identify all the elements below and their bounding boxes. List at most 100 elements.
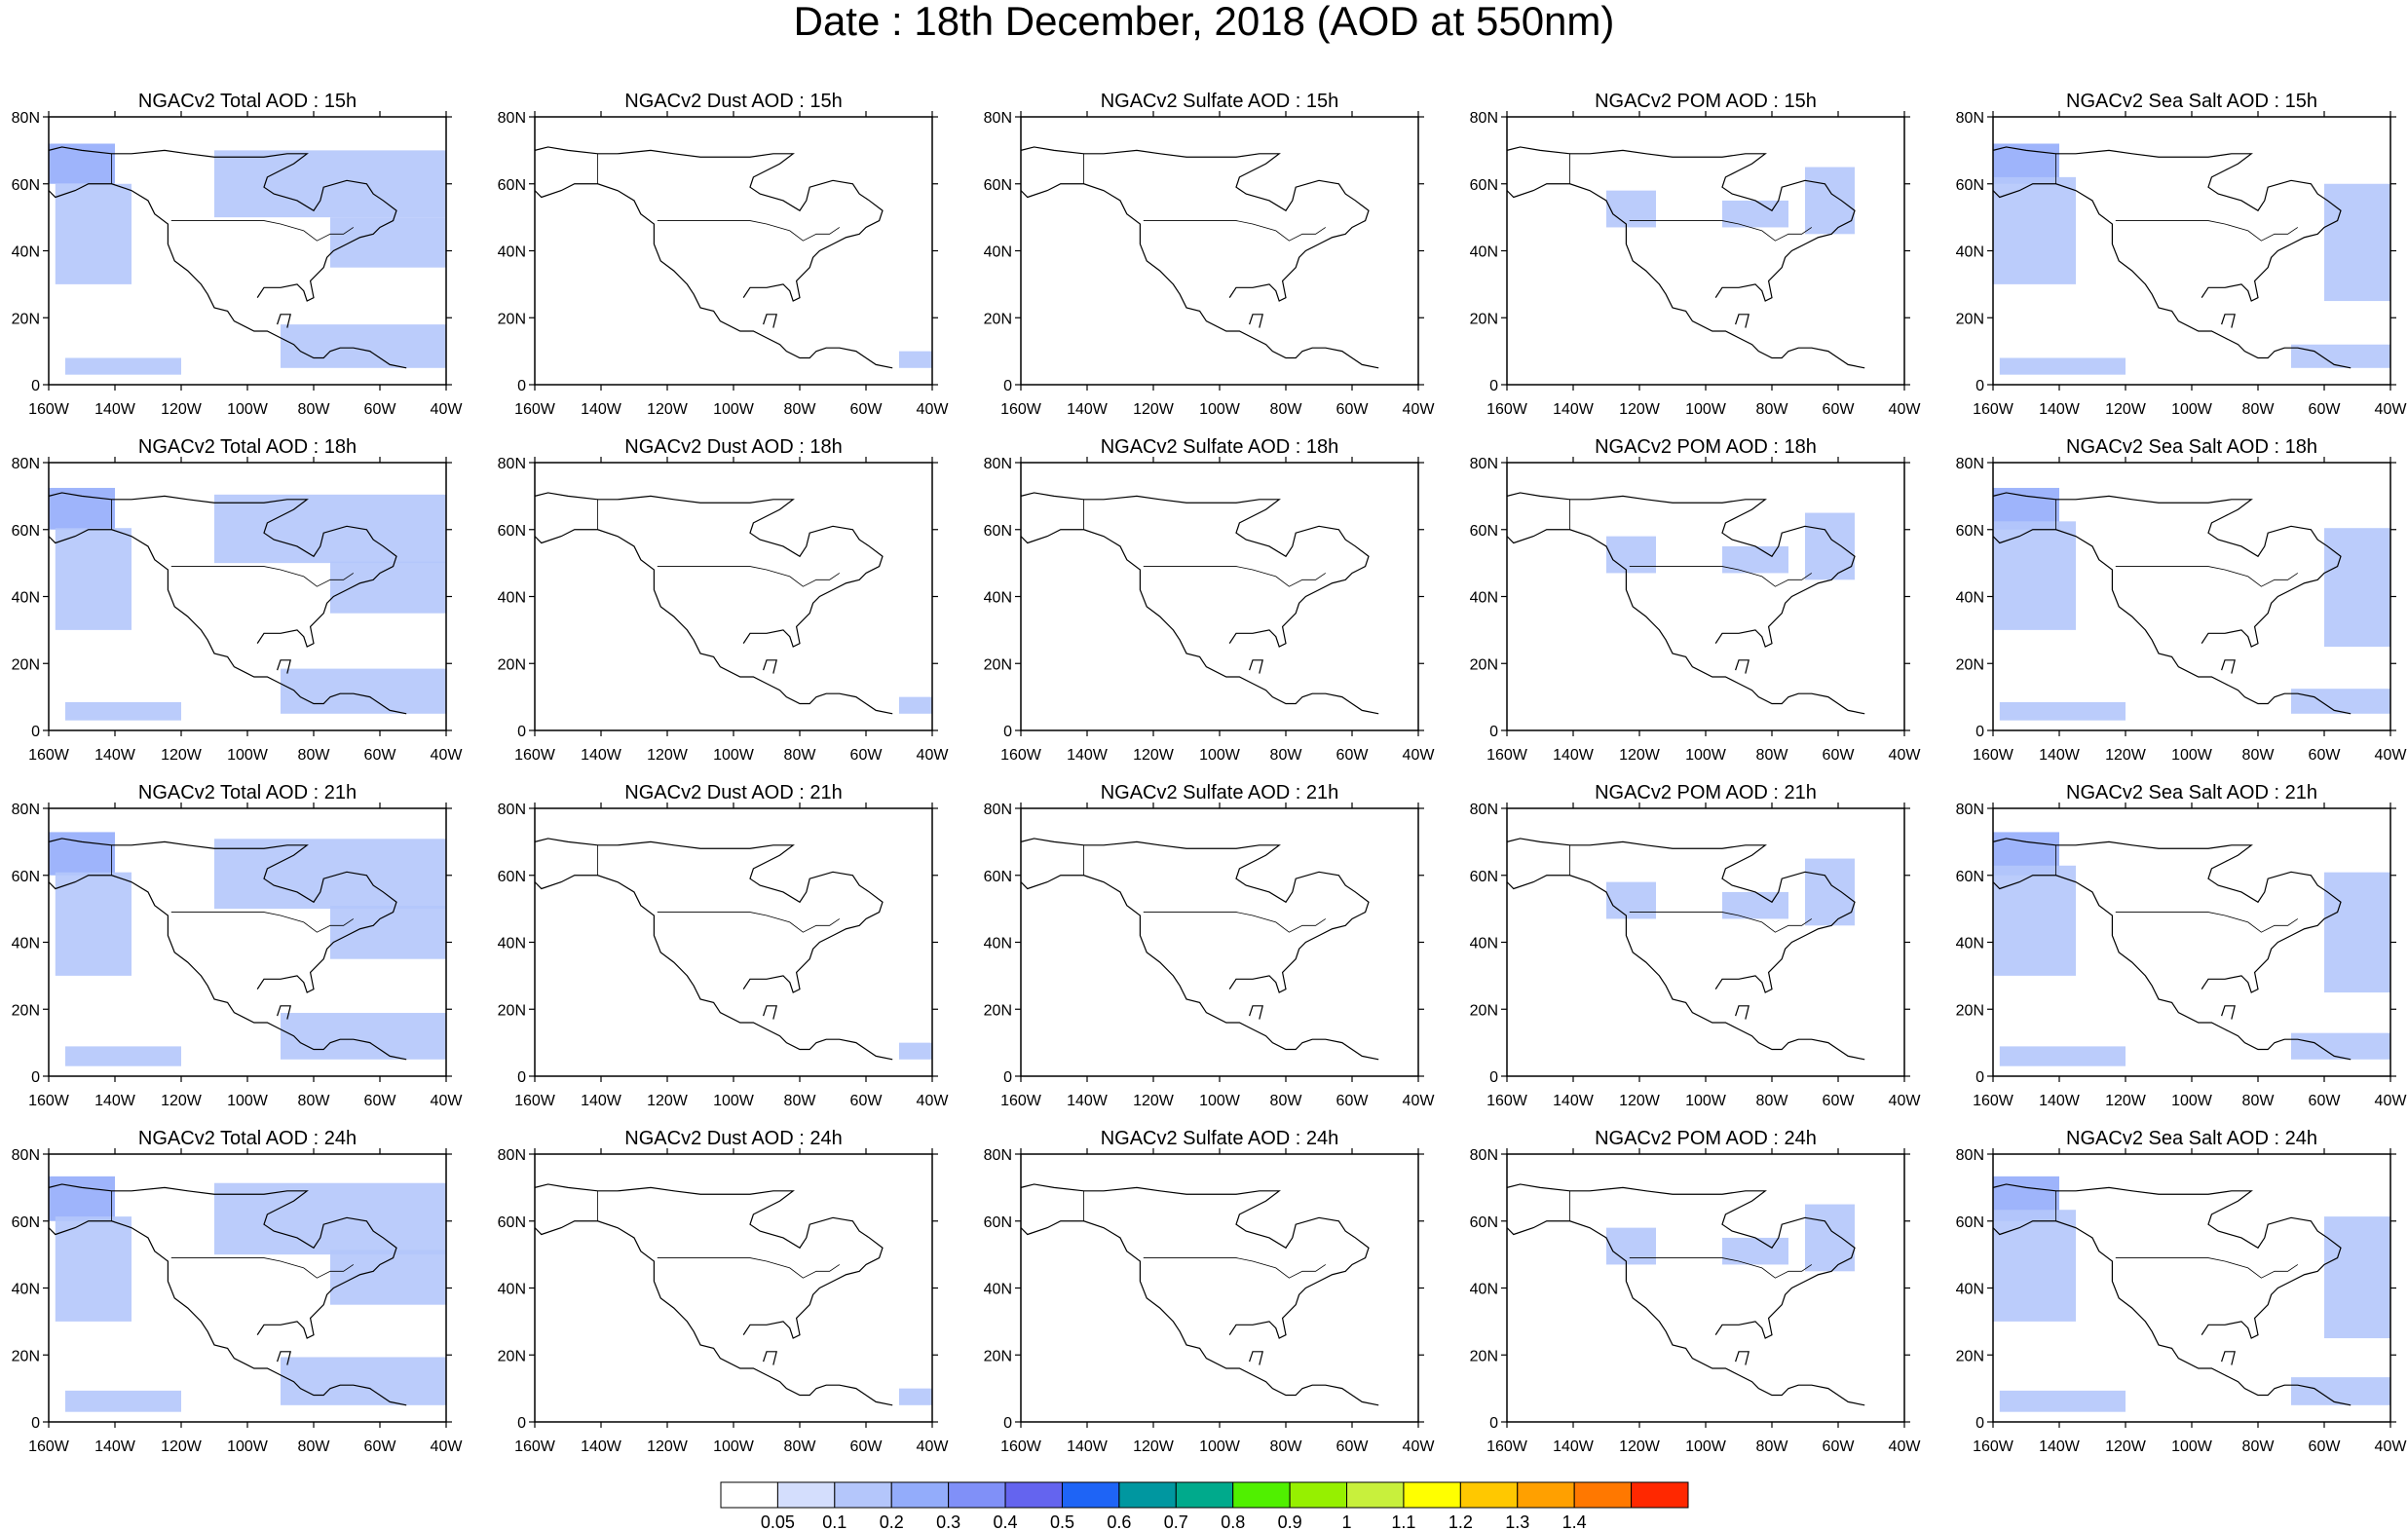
lat-tick-label: 0 <box>1003 1069 1012 1086</box>
colorbar-label: 0.05 <box>761 1512 795 1531</box>
lon-tick-label: 100W <box>1685 747 1727 764</box>
lon-tick-label: 120W <box>1619 1093 1661 1109</box>
lat-tick-label: 20N <box>498 1348 526 1364</box>
lat-tick-label: 80N <box>498 110 526 127</box>
map-panel-dust-15h: NGACv2 Dust AOD : 15h 80N 60N 40N 20N 0 160W 14… <box>498 91 950 418</box>
lon-tick-label: 60W <box>1336 1438 1370 1455</box>
map-panel-total-21h: NGACv2 Total AOD : 21h 80N 60N 40N 20N 0 160W 1… <box>12 782 464 1109</box>
lon-tick-label: 100W <box>1685 1093 1727 1109</box>
country-border <box>657 912 841 933</box>
aod-region <box>1606 536 1656 574</box>
lon-tick-label: 140W <box>94 1093 136 1109</box>
colorbar-box <box>1631 1481 1689 1509</box>
aod-region <box>2324 1216 2390 1339</box>
lon-tick-label: 100W <box>1199 1093 1241 1109</box>
panel-title: NGACv2 Dust AOD : 21h <box>624 782 842 803</box>
lat-tick-label: 0 <box>1975 378 1984 394</box>
coastline <box>2221 1351 2236 1365</box>
lon-tick-label: 100W <box>1685 1438 1727 1455</box>
lon-tick-label: 140W <box>1067 401 1109 418</box>
lon-tick-label: 160W <box>28 1093 70 1109</box>
aod-region <box>899 1388 932 1405</box>
lon-tick-label: 100W <box>713 401 755 418</box>
panel-title: NGACv2 POM AOD : 15h <box>1595 91 1817 112</box>
lon-tick-label: 140W <box>1067 1438 1109 1455</box>
aod-region <box>1805 167 1855 235</box>
lat-tick-label: 40N <box>984 936 1012 952</box>
coastline <box>277 1351 291 1365</box>
coastline <box>1735 314 1750 328</box>
lon-tick-label: 100W <box>1685 401 1727 418</box>
lon-tick-label: 100W <box>1199 1438 1241 1455</box>
lat-tick-label: 20N <box>1470 1002 1498 1019</box>
lat-tick-label: 0 <box>517 1415 526 1432</box>
lon-tick-label: 120W <box>1133 401 1175 418</box>
aod-region <box>65 701 181 721</box>
lon-tick-label: 60W <box>1336 1093 1370 1109</box>
lon-tick-label: 100W <box>2171 747 2213 764</box>
lon-tick-label: 60W <box>364 401 397 418</box>
lon-tick-label: 40W <box>917 1093 950 1109</box>
aod-region <box>2324 528 2390 648</box>
coastline <box>48 146 397 302</box>
coastline <box>2221 1005 2236 1020</box>
lat-tick-label: 40N <box>12 936 40 952</box>
aod-region <box>330 561 446 614</box>
aod-region <box>1999 357 2126 375</box>
lon-tick-label: 60W <box>2309 747 2342 764</box>
map-panel-seasalt-21h: NGACv2 Sea Salt AOD : 21h 80N 60N 40N 20N 0 16… <box>1956 782 2408 1109</box>
lon-tick-label: 40W <box>1403 1093 1436 1109</box>
lon-tick-label: 80W <box>1756 401 1789 418</box>
lat-tick-label: 40N <box>12 1282 40 1298</box>
panel-title: NGACv2 POM AOD : 18h <box>1595 436 1817 458</box>
lat-tick-label: 60N <box>984 523 1012 540</box>
lon-tick-label: 160W <box>514 401 556 418</box>
lon-tick-label: 60W <box>2309 1438 2342 1455</box>
lon-tick-label: 100W <box>2171 401 2213 418</box>
lon-tick-label: 120W <box>647 401 689 418</box>
lat-tick-label: 40N <box>498 244 526 261</box>
panel-title: NGACv2 Total AOD : 21h <box>138 782 357 803</box>
colorbar-box <box>1175 1481 1234 1509</box>
lon-tick-label: 60W <box>1823 1438 1856 1455</box>
aod-region <box>65 357 181 375</box>
lat-tick-label: 40N <box>498 1282 526 1298</box>
lon-tick-label: 100W <box>1199 401 1241 418</box>
lon-tick-label: 80W <box>2242 747 2276 764</box>
coastline <box>277 314 291 328</box>
colorbar-label: 1 <box>1342 1512 1352 1531</box>
lon-tick-label: 80W <box>784 1093 817 1109</box>
aod-region <box>65 1390 181 1412</box>
map-panel-pom-18h: NGACv2 POM AOD : 18h 80N 60N 40N 20N 0 160W 140… <box>1470 436 1922 764</box>
map-panel-pom-21h: NGACv2 POM AOD : 21h 80N 60N 40N 20N 0 160W 140… <box>1470 782 1922 1109</box>
lon-tick-label: 160W <box>1000 747 1042 764</box>
lon-tick-label: 140W <box>1553 1438 1595 1455</box>
lon-tick-label: 100W <box>713 1093 755 1109</box>
lat-tick-label: 80N <box>498 1147 526 1164</box>
colorbar-box <box>1232 1481 1291 1509</box>
lon-tick-label: 40W <box>917 401 950 418</box>
lon-tick-label: 40W <box>917 747 950 764</box>
lon-tick-label: 160W <box>1000 1438 1042 1455</box>
lon-tick-label: 140W <box>1067 1093 1109 1109</box>
lon-tick-label: 100W <box>2171 1438 2213 1455</box>
lat-tick-label: 80N <box>984 802 1012 818</box>
lat-tick-label: 60N <box>12 177 40 194</box>
lat-tick-label: 0 <box>1975 1069 1984 1086</box>
coastline <box>1249 1005 1263 1020</box>
map-background <box>1507 808 1904 1076</box>
lon-tick-label: 140W <box>2039 401 2081 418</box>
lat-tick-label: 20N <box>498 311 526 327</box>
lat-tick-label: 60N <box>1470 869 1498 885</box>
lon-tick-label: 120W <box>1133 1093 1175 1109</box>
aod-region <box>55 528 132 630</box>
lat-tick-label: 60N <box>984 177 1012 194</box>
colorbar-label: 1.4 <box>1562 1512 1587 1531</box>
lon-tick-label: 140W <box>1553 747 1595 764</box>
lat-tick-label: 0 <box>31 378 40 394</box>
lat-tick-label: 0 <box>517 1069 526 1086</box>
lon-tick-label: 80W <box>1270 401 1303 418</box>
coastline <box>534 875 893 1061</box>
country-border <box>2115 1257 2299 1279</box>
panel-title: NGACv2 Dust AOD : 18h <box>624 436 842 458</box>
